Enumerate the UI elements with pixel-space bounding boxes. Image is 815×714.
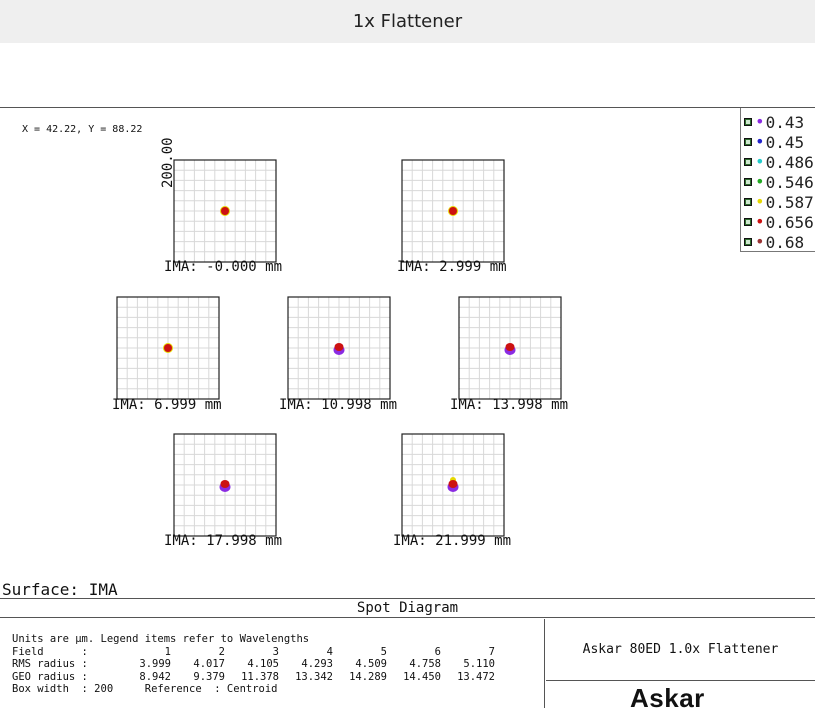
spot-mid (334, 343, 344, 351)
geo-cell: 14.450 (403, 670, 441, 683)
spot-core (449, 207, 457, 215)
geo-cell: 13.342 (295, 670, 333, 683)
legend-dot-icon: • (755, 152, 765, 171)
system-name: Askar 80ED 1.0x Flattener (546, 619, 815, 681)
rms-cell: 4.758 (409, 658, 441, 670)
field-cell: 5 (380, 645, 387, 658)
legend-item: • 0.546 (741, 172, 815, 192)
table-title: Spot Diagram (0, 599, 815, 618)
rms-cell: 5.110 (463, 658, 495, 670)
rms-cell: 4.017 (193, 658, 225, 670)
legend-dot-icon: • (755, 212, 765, 231)
spot-mid (448, 480, 458, 488)
box-width-text: Box width : 200 Reference : Centroid (12, 683, 278, 695)
spot-label: IMA: -0.000 mm (164, 259, 283, 275)
surface-label: Surface: IMA (2, 580, 118, 599)
stats-panel: Units are μm. Legend items refer to Wave… (0, 619, 545, 708)
legend-swatch-icon (744, 238, 752, 246)
spot-mid (220, 480, 230, 488)
units-note: Units are μm. Legend items refer to Wave… (12, 633, 544, 646)
legend-label: 0.43 (765, 112, 805, 132)
spot-box-frame (173, 433, 277, 537)
spot-box (401, 159, 505, 263)
rms-cell: 4.509 (355, 658, 387, 670)
spot-box (287, 296, 391, 400)
units-note-text: Units are μm. Legend items refer to Wave… (12, 633, 310, 645)
spot-mid (505, 343, 515, 351)
field-row: Field : 1 2 3 4 5 6 7 (12, 646, 544, 659)
rms-cell: 3.999 (139, 658, 171, 670)
legend-swatch-icon (744, 178, 752, 186)
rms-cell: 4.293 (301, 658, 333, 670)
spot-box (401, 433, 505, 537)
legend-item: • 0.486 (741, 152, 815, 172)
spot-label: IMA: 10.998 mm (279, 397, 398, 413)
spot-label: IMA: 2.999 mm (397, 259, 507, 275)
wavelength-legend: • 0.43 • 0.45 • 0.486 • 0.546 • 0.587 • 0.656 … (740, 108, 815, 252)
box-width-axis-label: 200.00 (160, 137, 176, 188)
field-cell: 2 (218, 645, 225, 658)
legend-item: • 0.587 (741, 192, 815, 212)
spot-box (116, 296, 220, 400)
legend-dot-icon: • (755, 112, 765, 131)
plot-area (0, 107, 815, 707)
geo-cell: 8.942 (139, 670, 171, 683)
legend-swatch-icon (744, 198, 752, 206)
legend-swatch-icon (744, 138, 752, 146)
legend-label: 0.546 (765, 172, 814, 192)
field-cell: 6 (434, 645, 441, 658)
legend-dot-icon: • (755, 172, 765, 191)
spot-box (173, 433, 277, 537)
field-cell: 3 (272, 645, 279, 658)
cursor-readout: X = 42.22, Y = 88.22 (22, 124, 143, 135)
legend-item: • 0.68 (741, 232, 815, 252)
geo-row: GEO radius : 8.942 9.379 11.378 13.342 1… (12, 671, 544, 684)
rms-cell: 4.105 (247, 658, 279, 670)
spot-box-frame (287, 296, 391, 400)
spot-box-frame (401, 433, 505, 537)
geo-label: GEO radius : (12, 670, 88, 683)
spot-box-frame (116, 296, 220, 400)
field-cell: 7 (488, 645, 495, 658)
spot-core (164, 344, 172, 352)
legend-label: 0.68 (765, 232, 805, 252)
box-width-row: Box width : 200 Reference : Centroid (12, 683, 544, 696)
rms-label: RMS radius : (12, 658, 88, 670)
legend-swatch-icon (744, 218, 752, 226)
legend-label: 0.45 (765, 132, 805, 152)
askar-logo: Askar (630, 683, 705, 713)
geo-cell: 14.289 (349, 670, 387, 683)
spot-label: IMA: 13.998 mm (450, 397, 569, 413)
legend-item: • 0.43 (741, 112, 815, 132)
spot-box-frame (173, 159, 277, 263)
legend-item: • 0.656 (741, 212, 815, 232)
legend-label: 0.656 (765, 212, 814, 232)
spot-core (221, 207, 229, 215)
spot-label: IMA: 6.999 mm (112, 397, 222, 413)
spot-box (173, 159, 277, 263)
spot-label: IMA: 21.999 mm (393, 533, 512, 549)
info-table: Spot Diagram Units are μm. Legend items … (0, 598, 815, 708)
field-cell: 4 (326, 645, 333, 658)
legend-label: 0.587 (765, 192, 814, 212)
spot-box-frame (401, 159, 505, 263)
legend-swatch-icon (744, 118, 752, 126)
legend-swatch-icon (744, 158, 752, 166)
field-cell: 1 (164, 645, 171, 658)
geo-cell: 9.379 (193, 670, 225, 683)
legend-dot-icon: • (755, 132, 765, 151)
legend-label: 0.486 (765, 152, 814, 172)
legend-item: • 0.45 (741, 132, 815, 152)
page-title: 1x Flattener (0, 0, 815, 43)
field-label: Field : (12, 645, 88, 658)
legend-dot-icon: • (755, 192, 765, 211)
spot-box (458, 296, 562, 400)
rms-row: RMS radius : 3.999 4.017 4.105 4.293 4.5… (12, 658, 544, 671)
legend-dot-icon: • (755, 232, 765, 251)
spot-diagram-grid (116, 159, 562, 537)
geo-cell: 11.378 (241, 670, 279, 683)
spot-label: IMA: 17.998 mm (164, 533, 283, 549)
geo-cell: 13.472 (457, 670, 495, 683)
spot-box-frame (458, 296, 562, 400)
